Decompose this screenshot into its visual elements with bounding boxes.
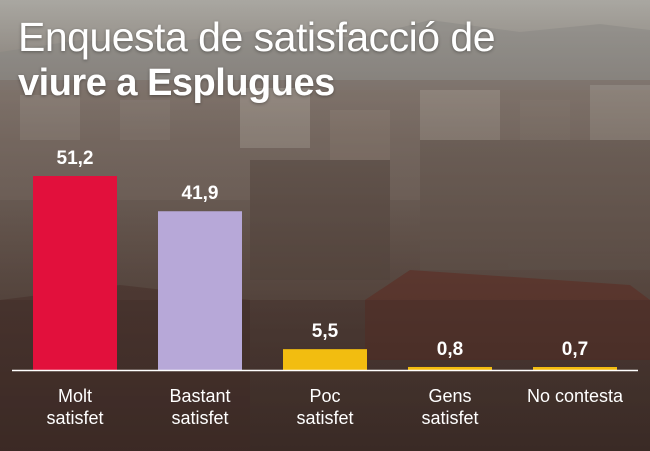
category-label-3-line-1: Poc (309, 386, 340, 406)
category-label-5: No contesta (527, 386, 624, 406)
category-label-3-line-2: satisfet (296, 408, 353, 428)
category-label-2-line-2: satisfet (171, 408, 228, 428)
bar-5 (533, 367, 617, 370)
category-label-1-line-2: satisfet (46, 408, 103, 428)
chart-title: Enquesta de satisfacció de viure a Esplu… (18, 14, 496, 106)
value-label-5: 0,7 (562, 339, 588, 360)
bar-2 (158, 211, 242, 370)
title-line-2: viure a Esplugues (18, 62, 335, 104)
category-label-1-line-1: Molt (58, 386, 92, 406)
category-label-4-line-1: Gens (428, 386, 471, 406)
value-label-2: 41,9 (182, 183, 219, 204)
value-label-4: 0,8 (437, 339, 463, 360)
value-label-1: 51,2 (57, 148, 94, 169)
category-label-4-line-2: satisfet (421, 408, 478, 428)
title-line-1: Enquesta de satisfacció de (18, 14, 496, 60)
bar-4 (408, 366, 492, 370)
value-label-3: 5,5 (312, 321, 339, 342)
bar-1 (33, 176, 117, 370)
category-label-2-line-1: Bastant (169, 386, 230, 406)
bar-3 (283, 349, 367, 370)
